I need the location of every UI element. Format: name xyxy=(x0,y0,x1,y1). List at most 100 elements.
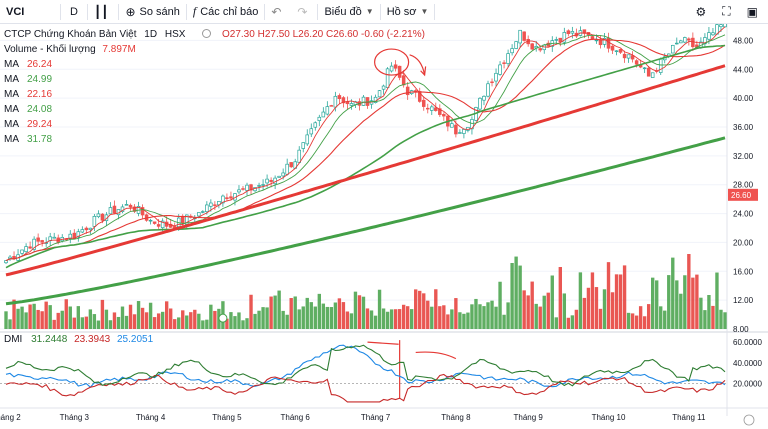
volume-bar xyxy=(265,307,269,329)
gear-icon: ⚙ xyxy=(695,4,707,19)
volume-bar xyxy=(655,280,659,329)
screenshot-button[interactable]: ▣ xyxy=(741,0,768,24)
candle-body xyxy=(417,91,422,102)
volume-bar xyxy=(197,313,201,329)
volume-bar xyxy=(651,277,655,329)
highlight-circle xyxy=(374,48,410,76)
candle-body xyxy=(618,49,623,53)
price-tick-label: 48.00 xyxy=(733,36,754,45)
exchange-label: HSX xyxy=(164,29,186,40)
indicators-button[interactable]: f Các chỉ báo xyxy=(187,0,264,24)
candle-body xyxy=(349,103,354,106)
dmi-minus-line xyxy=(5,373,726,403)
price-chart[interactable]: 48.00 44.00 40.00 36.00 32.00 28.00 24.00 20.00… xyxy=(0,24,768,429)
fullscreen-button[interactable]: ⛶ xyxy=(716,0,740,24)
camera-icon: ▣ xyxy=(746,4,758,19)
volume-bar xyxy=(24,312,28,329)
volume-bar xyxy=(405,306,410,329)
volume-bar xyxy=(450,309,454,329)
candle-body xyxy=(562,32,567,43)
volume-bar xyxy=(293,296,297,329)
candle-body xyxy=(201,211,205,213)
time-tick-label: Tháng 5 xyxy=(212,413,242,422)
profile-menu[interactable]: Hồ sơ ▼ xyxy=(381,0,435,24)
volume-bar xyxy=(349,313,354,329)
price-tick-label: 40.00 xyxy=(733,94,754,103)
volume-bar xyxy=(329,307,334,329)
candle-body xyxy=(381,85,386,90)
volume-bar xyxy=(699,297,703,329)
settings-button[interactable]: ⚙ xyxy=(689,0,716,24)
volume-bar xyxy=(566,317,571,329)
candle-body xyxy=(257,185,261,187)
candle-body xyxy=(462,129,466,134)
volume-bar xyxy=(56,312,60,329)
ma-legend-item: MA 24.08 xyxy=(4,104,52,115)
candle-body xyxy=(426,107,430,110)
marker-b-icon xyxy=(218,313,228,323)
volume-bar xyxy=(112,312,117,329)
volume-bar xyxy=(446,314,450,329)
low-value: L26.20 xyxy=(292,29,324,40)
volume-bar xyxy=(582,297,587,329)
volume-bar xyxy=(273,295,277,329)
volume-bar xyxy=(245,318,249,329)
volume-bar xyxy=(410,309,414,329)
volume-bar xyxy=(462,313,466,329)
volume-bar xyxy=(610,292,615,329)
function-icon: f xyxy=(192,4,197,18)
candle-style-button[interactable]: ┃┃ xyxy=(88,0,118,24)
volume-bar xyxy=(261,307,265,329)
candle-body xyxy=(430,106,434,111)
volume-bar xyxy=(205,319,209,329)
volume-bar xyxy=(526,295,530,329)
chevron-down-icon: ▼ xyxy=(420,7,429,16)
chevron-down-icon: ▼ xyxy=(365,7,374,16)
volume-bar xyxy=(116,316,121,329)
volume-bar xyxy=(48,305,52,329)
volume-bar xyxy=(574,309,579,329)
volume-bar xyxy=(622,265,627,329)
volume-bar xyxy=(249,294,253,329)
plus-circle-icon: ⊕ xyxy=(125,4,136,19)
compare-label: So sánh xyxy=(139,5,180,18)
time-tick-label: Tháng 9 xyxy=(513,413,543,422)
volume-bar xyxy=(478,304,482,329)
volume-bar xyxy=(108,320,113,329)
moving-averages xyxy=(5,26,726,306)
candle-body xyxy=(229,196,233,199)
profile-label: Hồ sơ xyxy=(386,5,417,18)
volume-bar xyxy=(68,306,72,329)
candle-body xyxy=(313,122,318,128)
volume-bar xyxy=(486,302,490,329)
candle-body xyxy=(566,30,571,35)
candle-body xyxy=(160,220,165,229)
volume-bar xyxy=(76,306,80,329)
symbol-search-button[interactable]: VCI xyxy=(0,0,60,24)
compare-button[interactable]: ⊕ So sánh xyxy=(119,0,185,24)
fullscreen-icon: ⛶ xyxy=(722,4,731,18)
redo-button[interactable]: ↷ xyxy=(291,0,317,24)
volume-bar xyxy=(719,309,723,329)
volume-bar xyxy=(707,295,711,329)
volume-bar xyxy=(257,310,261,329)
price-tick-label: 44.00 xyxy=(733,65,754,74)
ma-legend-item: MA 31.78 xyxy=(4,134,52,145)
volume-bar xyxy=(642,316,647,329)
volume-bar xyxy=(506,302,510,329)
undo-button[interactable]: ↶ xyxy=(265,0,291,24)
candle-body xyxy=(20,249,24,254)
volume-bar xyxy=(442,305,446,329)
volume-bar xyxy=(550,275,554,329)
time-tick-label: Tháng 11 xyxy=(672,413,706,422)
dmi-indicator xyxy=(5,344,726,403)
candle-body xyxy=(450,123,454,128)
volume-bar xyxy=(305,297,309,329)
interval-button[interactable]: D xyxy=(61,0,87,24)
chart-type-menu[interactable]: Biểu đồ ▼ xyxy=(318,0,379,24)
volume-bar xyxy=(233,316,237,329)
candle-body xyxy=(329,105,334,107)
candle-body xyxy=(622,53,627,59)
volume-bar xyxy=(498,281,502,329)
ma-label: MA xyxy=(4,119,19,130)
